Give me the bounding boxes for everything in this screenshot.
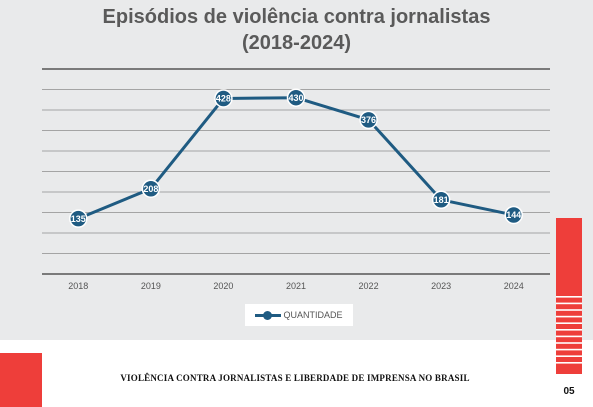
red-bar-stripe	[556, 302, 582, 305]
x-tick-label: 2020	[213, 281, 233, 291]
data-point	[214, 89, 233, 108]
data-label: 144	[506, 210, 521, 220]
red-bar-stripe	[556, 309, 582, 311]
chart-legend: QUANTIDADE	[245, 304, 353, 326]
data-point	[504, 205, 523, 225]
red-bar-stripe	[556, 329, 582, 331]
red-bar-stripe	[556, 315, 582, 318]
line-chart: 2018 2019 2020 2021 2022 2023 2024 135 208 428 43…	[42, 68, 550, 291]
red-bar-gap	[556, 374, 582, 378]
chart-subtitle: (2018-2024)	[242, 32, 351, 54]
red-bar-stripe	[556, 296, 582, 298]
x-tick-label: 2021	[286, 281, 306, 291]
red-striped-bar	[556, 218, 582, 378]
red-corner-block	[0, 353, 42, 407]
data-label: 376	[361, 115, 376, 125]
data-point	[69, 209, 88, 228]
legend-label: QUANTIDADE	[283, 310, 343, 320]
x-tick-label: 2019	[141, 281, 161, 291]
data-point	[286, 88, 306, 107]
footer-text: VIOLÊNCIA CONTRA JORNALISTAS E LIBERDADE…	[120, 373, 470, 383]
chart-title-line: Episódios de violência contra jornalista…	[102, 6, 491, 28]
chart-title: Episódios de violência contra jornalista…	[0, 4, 593, 56]
page-number: 05	[563, 386, 575, 397]
x-tick-label: 2022	[359, 281, 379, 291]
red-bar-stripe	[556, 342, 582, 344]
red-bar-stripe	[556, 335, 582, 338]
red-bar-stripe	[556, 322, 582, 324]
data-label: 430	[288, 93, 303, 103]
red-bar-stripe	[556, 355, 582, 357]
data-point	[141, 179, 161, 198]
data-label: 135	[71, 214, 86, 224]
data-label: 208	[143, 184, 158, 194]
legend-marker-icon	[255, 310, 282, 320]
data-label: 181	[434, 195, 449, 205]
chart-panel: Episódios de violência contra jornalista…	[0, 0, 593, 340]
x-tick-label: 2023	[431, 281, 451, 291]
data-point	[359, 110, 378, 130]
data-points: 135 208 428 430 376 181 144	[69, 88, 523, 228]
data-point	[431, 190, 451, 210]
red-bar-stripe	[556, 362, 582, 364]
data-label: 428	[216, 94, 231, 104]
red-bar-fill	[556, 218, 582, 378]
x-tick-label: 2018	[68, 281, 88, 291]
red-bar-stripe	[556, 348, 582, 351]
x-tick-labels: 2018 2019 2020 2021 2022 2023 2024	[68, 281, 523, 291]
x-tick-label: 2024	[504, 281, 524, 291]
